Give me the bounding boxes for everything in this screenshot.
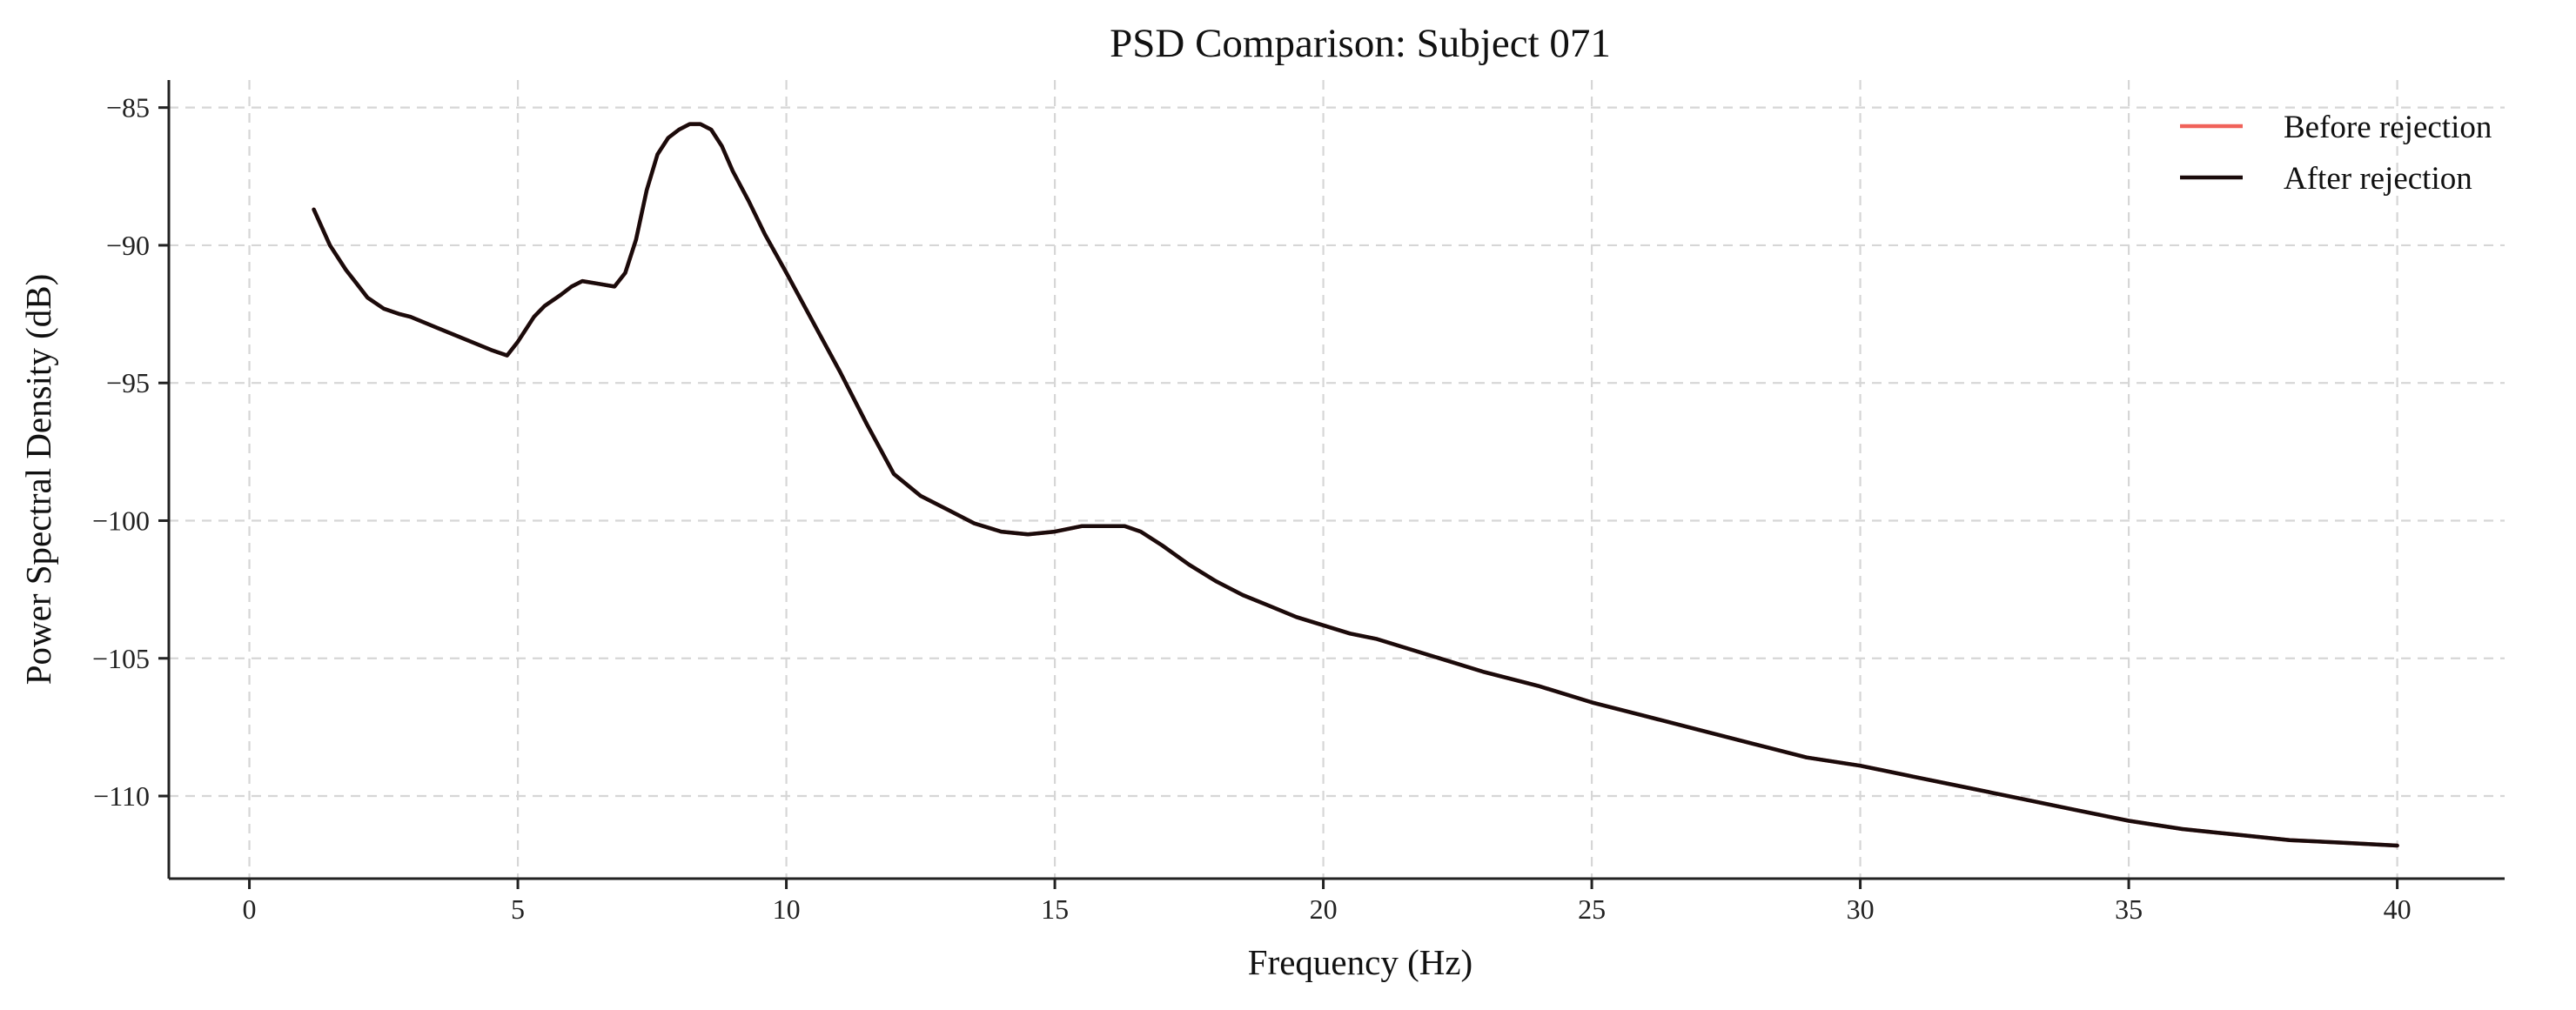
y-ticks: −85 −90 −95 −100 −105 −110 [92,92,169,812]
y-tick-label: −100 [92,505,150,536]
y-tick-label: −95 [106,367,150,398]
x-tick-label: 20 [1310,893,1338,925]
x-tick-label: 5 [511,893,525,925]
series-after-rejection [312,122,2399,848]
y-tick-label: −110 [93,780,150,812]
x-axis-label: Frequency (Hz) [1248,942,1472,982]
series-before-rejection [312,122,2399,848]
x-tick-label: 15 [1041,893,1069,925]
x-tick-label: 30 [1847,893,1875,925]
x-tick-label: 10 [773,893,801,925]
y-tick-label: −105 [92,643,150,674]
x-ticks: 0 5 10 15 20 25 30 35 40 [243,879,2412,925]
chart-title: PSD Comparison: Subject 071 [1110,21,1611,66]
x-tick-label: 0 [243,893,257,925]
x-tick-label: 40 [2384,893,2412,925]
y-tick-label: −90 [106,230,150,261]
legend: Before rejection After rejection [2180,110,2492,197]
y-axis-label: Power Spectral Density (dB) [18,274,58,686]
grid-lines [169,80,2505,879]
y-tick-label: −85 [106,92,150,124]
series-lines [312,122,2399,848]
x-tick-label: 35 [2115,893,2143,925]
x-tick-label: 25 [1578,893,1606,925]
legend-label-after: After rejection [2284,161,2472,197]
legend-label-before: Before rejection [2284,110,2492,145]
